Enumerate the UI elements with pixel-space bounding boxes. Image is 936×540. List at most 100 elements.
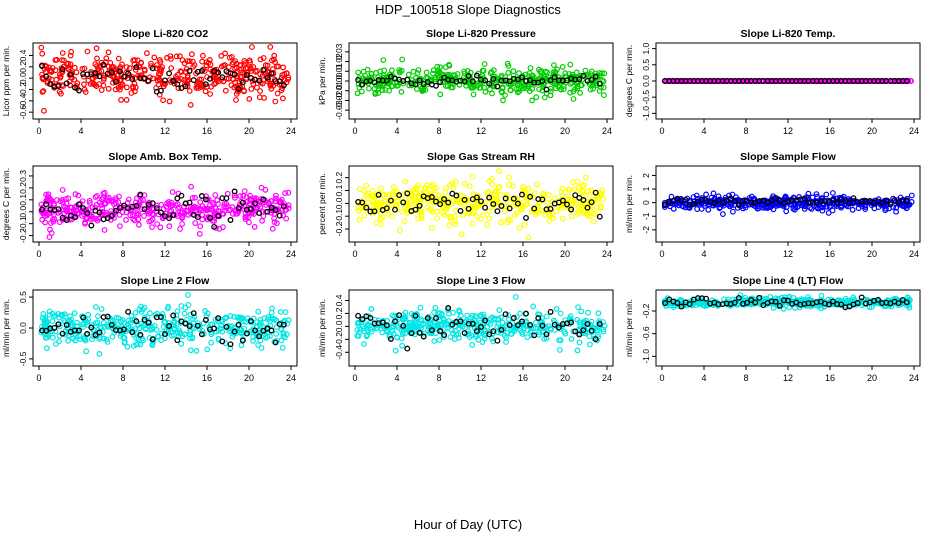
data-point-hourly — [469, 78, 476, 85]
data-point — [451, 213, 458, 220]
data-point-hourly — [453, 192, 460, 199]
data-point — [123, 84, 130, 91]
data-point — [163, 203, 170, 210]
data-point — [418, 215, 425, 222]
data-point-hourly — [149, 65, 156, 72]
data-point — [189, 334, 196, 341]
data-point-hourly — [371, 208, 378, 215]
data-point-hourly — [96, 73, 103, 80]
data-point — [402, 314, 409, 321]
data-point — [414, 86, 420, 92]
data-point — [92, 304, 99, 310]
data-point — [169, 189, 176, 195]
data-point-hourly — [895, 300, 902, 307]
data-point — [693, 192, 700, 199]
data-point — [214, 197, 221, 204]
data-point-hourly — [260, 67, 267, 73]
data-point — [414, 70, 421, 76]
data-point — [248, 86, 255, 92]
data-point — [585, 309, 591, 316]
data-point — [135, 221, 142, 228]
data-point-hourly — [359, 81, 366, 88]
data-point — [52, 328, 59, 335]
data-point — [83, 348, 90, 355]
data-point — [257, 56, 264, 63]
data-point-hourly — [157, 209, 164, 216]
data-point — [252, 68, 259, 75]
data-point-hourly — [523, 310, 529, 317]
data-point — [259, 80, 266, 87]
data-point — [251, 223, 258, 230]
data-point — [443, 185, 449, 191]
data-point — [167, 56, 174, 62]
data-point-hourly — [96, 209, 103, 216]
data-point — [537, 68, 544, 75]
data-point-hourly — [268, 70, 275, 77]
data-point — [65, 195, 72, 202]
x-tick-label: 4 — [78, 126, 83, 136]
data-point — [597, 190, 604, 197]
data-point — [677, 297, 684, 303]
data-point — [576, 339, 583, 346]
data-point-hourly — [260, 196, 267, 203]
y-tick-label: -1.0 — [641, 349, 651, 364]
data-point — [730, 208, 736, 215]
data-point-hourly — [252, 200, 259, 207]
data-point — [112, 86, 119, 93]
panel-8: Slope Line 3 Flow -0.4-0.20.00.20.4 ml/min… — [317, 275, 614, 383]
data-point-hourly — [100, 61, 107, 68]
data-point — [361, 341, 367, 348]
data-point — [481, 61, 488, 67]
data-point-hourly — [371, 79, 378, 86]
data-point — [38, 44, 45, 51]
data-point-hourly — [280, 82, 287, 89]
data-point — [277, 309, 284, 315]
data-point-hourly — [903, 198, 910, 205]
data-point — [58, 90, 64, 97]
data-point-hourly — [424, 315, 431, 322]
data-point — [720, 211, 726, 218]
x-tick-label: 0 — [36, 249, 41, 259]
x-tick-label: 20 — [560, 373, 570, 383]
data-point — [586, 213, 593, 220]
data-point — [92, 194, 99, 201]
data-point — [355, 319, 362, 326]
data-point — [773, 202, 779, 209]
data-point-hourly — [416, 329, 423, 336]
data-point — [512, 294, 519, 300]
x-tick-label: 8 — [120, 126, 125, 136]
data-point — [162, 319, 169, 325]
x-tick-label: 8 — [743, 249, 748, 259]
data-point — [536, 86, 542, 93]
data-point — [50, 334, 56, 341]
data-point-hourly — [494, 337, 501, 344]
data-point — [495, 185, 502, 192]
data-point — [132, 66, 139, 73]
data-point — [442, 64, 449, 71]
data-point — [58, 312, 65, 319]
data-point — [705, 206, 712, 213]
data-point — [219, 210, 226, 217]
data-point-hourly — [153, 205, 160, 212]
data-point — [203, 207, 210, 214]
data-point — [193, 204, 200, 211]
data-point-hourly — [207, 215, 213, 221]
data-point — [458, 312, 464, 319]
data-point-hourly — [276, 78, 283, 85]
data-point-hourly — [162, 331, 168, 338]
data-point — [129, 73, 136, 80]
data-point — [546, 217, 553, 224]
data-point — [136, 325, 143, 332]
data-point — [356, 216, 363, 223]
data-point — [280, 64, 287, 71]
data-point — [572, 86, 578, 93]
data-point — [222, 87, 229, 94]
data-point-hourly — [596, 80, 603, 87]
data-point-hourly — [547, 308, 554, 315]
data-point — [382, 87, 389, 93]
data-point — [280, 95, 286, 102]
data-point — [248, 44, 255, 50]
y-tick-label: -0.03 — [334, 100, 344, 120]
data-point — [516, 70, 522, 77]
data-point — [282, 309, 289, 316]
